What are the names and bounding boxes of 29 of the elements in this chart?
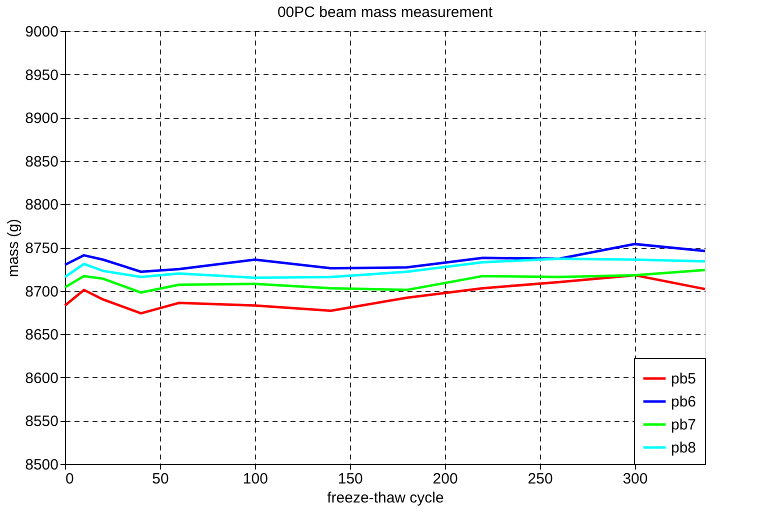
- x-tick-label: 100: [242, 470, 268, 488]
- legend-label: pb8: [671, 440, 696, 456]
- x-axis-title: freeze-thaw cycle: [327, 490, 444, 506]
- y-tick-label: 8750: [25, 240, 58, 257]
- y-tick-label: 8550: [25, 413, 58, 430]
- y-tick-label: 8500: [25, 456, 58, 474]
- y-tick-label: 9000: [25, 24, 58, 40]
- x-tick-label: 250: [528, 470, 553, 488]
- x-tick-label: 50: [152, 470, 169, 488]
- x-tick-label: 150: [338, 470, 363, 488]
- line-series: [64, 268, 706, 294]
- legend-label: pb6: [671, 394, 696, 410]
- y-tick-label: 8850: [25, 153, 58, 170]
- y-tick-label: 8600: [25, 370, 58, 387]
- x-tick-label: 200: [432, 470, 458, 488]
- chart-title: 00PC beam mass measurement: [277, 4, 494, 21]
- line-series: [64, 274, 706, 315]
- y-tick-label: 8900: [25, 110, 58, 128]
- legend-label: pb5: [671, 370, 696, 388]
- line-series: [64, 242, 706, 273]
- legend-label: pb7: [671, 416, 696, 434]
- y-tick-label: 8650: [25, 326, 58, 344]
- x-tick-label: 300: [622, 470, 648, 488]
- y-tick-label: 8700: [25, 283, 58, 300]
- line-series: [64, 258, 706, 280]
- x-tick-label: 0: [66, 470, 74, 488]
- y-axis-title: mass (g): [5, 218, 22, 278]
- y-tick-label: 8950: [25, 66, 58, 84]
- y-tick-label: 8800: [25, 196, 58, 214]
